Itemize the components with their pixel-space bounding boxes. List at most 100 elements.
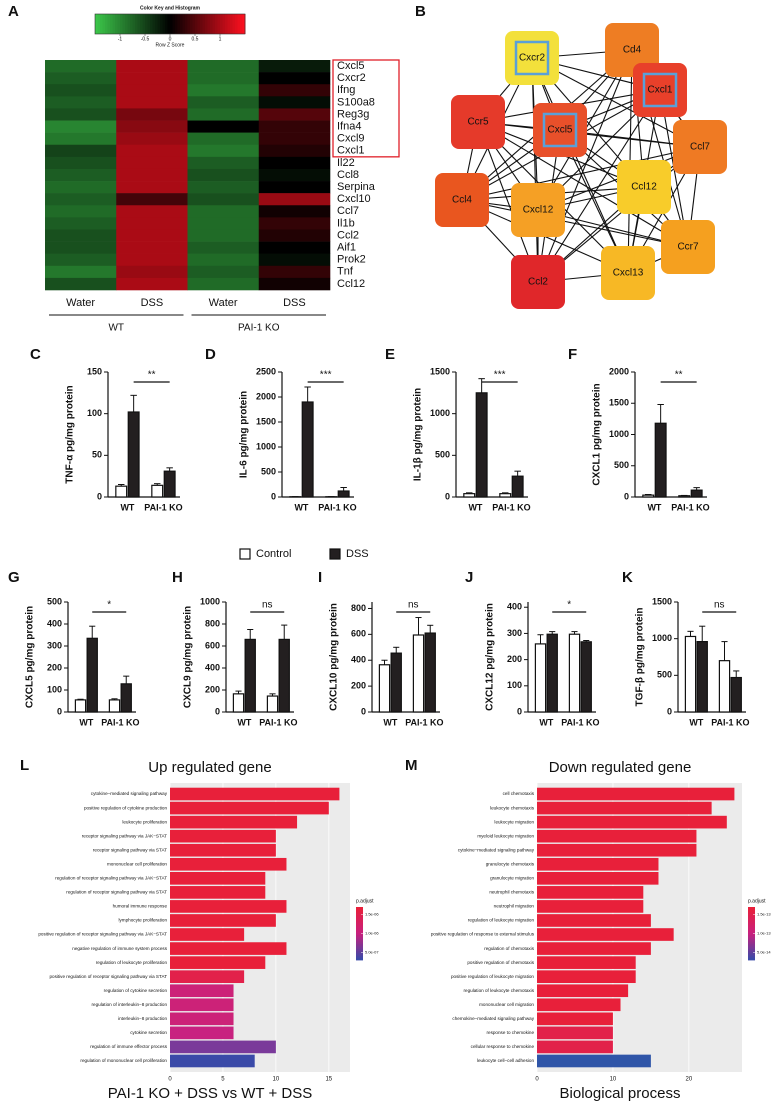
bar	[74, 699, 87, 713]
category-label: lymphocyte proliferation	[118, 918, 167, 923]
y-tick-label: 100	[87, 408, 102, 418]
heatmap-cell	[116, 120, 188, 133]
node-label: Cxcl12	[523, 205, 554, 216]
panel-letter: M	[405, 757, 418, 774]
gene-label: Ccl2	[337, 229, 359, 241]
category-label: positive regulation of cytokine producti…	[84, 805, 167, 810]
color-key-swatch	[160, 14, 163, 34]
colorbar-swatch	[748, 929, 755, 933]
gene-label: Tnf	[337, 266, 354, 278]
heatmap-cell	[116, 241, 188, 254]
colorbar-swatch	[748, 915, 755, 918]
colorbar-swatch	[748, 947, 755, 950]
bar	[537, 984, 629, 998]
x-tick-label: PAI-1 KO	[101, 717, 139, 727]
heatmap-cell	[116, 253, 188, 267]
colorbar-swatch	[356, 947, 363, 950]
panel-letter: G	[8, 569, 20, 586]
x-tick-label: PAI-1 KO	[318, 502, 356, 512]
bar	[696, 640, 708, 713]
bar	[537, 886, 644, 899]
bar	[730, 676, 742, 713]
category-label: humoral immune response	[113, 904, 168, 909]
y-tick-label: 800	[351, 603, 366, 613]
color-key-swatch	[192, 14, 196, 34]
significance-label: ns	[408, 600, 419, 611]
chart-title: Up regulated gene	[148, 759, 271, 776]
network-node	[435, 173, 489, 227]
category-label: receptor signaling pathway via JAK−STAT	[82, 833, 167, 838]
heatmap-cell	[258, 241, 331, 254]
heatmap-cell	[116, 84, 188, 97]
colorbar-swatch	[748, 922, 755, 926]
y-tick-label: 1500	[609, 398, 629, 408]
column-label: Water	[209, 297, 238, 309]
color-key-swatch	[122, 14, 126, 34]
bar	[266, 695, 279, 713]
bar	[654, 422, 667, 498]
x-tick-label: WT	[468, 502, 482, 512]
heatmap-cell	[45, 144, 117, 158]
bar	[537, 928, 674, 941]
x-tick-label: PAI-1 KO	[711, 717, 749, 727]
colorbar-swatch	[748, 938, 755, 941]
x-tick-label: PAI-1 KO	[561, 717, 599, 727]
heatmap-cell	[45, 229, 117, 242]
color-key-swatch	[117, 14, 121, 34]
gene-label: Aif1	[337, 242, 356, 254]
bar	[537, 998, 621, 1012]
legend-label: DSS	[346, 548, 369, 560]
node-label: Ccl7	[690, 142, 710, 153]
bar	[537, 801, 712, 815]
colorbar-swatch	[356, 928, 363, 931]
node-label: Ccr7	[677, 242, 699, 253]
colorbar-swatch	[748, 921, 755, 924]
category-label: positive regulation of receptor signalin…	[38, 932, 167, 937]
color-key-swatch	[125, 14, 128, 34]
bar	[244, 638, 256, 713]
chart-caption: Biological process	[560, 1085, 681, 1102]
bar	[163, 470, 176, 498]
colorbar-swatch	[356, 922, 363, 926]
y-tick-label: 300	[507, 628, 522, 638]
network-node	[617, 160, 671, 214]
x-tick-label: PAI-1 KO	[492, 502, 530, 512]
gene-label: Reg3g	[337, 108, 369, 120]
color-key-swatch	[147, 14, 151, 34]
heatmap-cell	[45, 181, 117, 194]
colorbar-swatch	[356, 907, 363, 910]
color-key-swatch	[112, 14, 116, 34]
y-axis-label: IL-1β pg/mg protein	[413, 388, 424, 481]
bar	[170, 928, 245, 941]
category-label: response to chemokine	[487, 1030, 535, 1035]
gene-label: S100a8	[337, 96, 375, 108]
x-tick-label: WT	[294, 502, 308, 512]
category-label: regulation of leukocyte chemotaxis	[464, 988, 535, 993]
colorbar-swatch	[356, 937, 363, 940]
colorbar-tick-label: 5.0e-14	[757, 949, 771, 954]
network-edge	[531, 57, 629, 274]
color-key-swatch	[110, 14, 113, 34]
bar	[170, 1026, 234, 1040]
heatmap-cell	[187, 132, 260, 146]
x-tick-label: PAI-1 KO	[144, 502, 182, 512]
gene-label: Cxcl9	[337, 133, 365, 145]
y-tick-label: 50	[92, 450, 102, 460]
heatmap-cell	[45, 265, 117, 279]
bar	[718, 660, 731, 713]
heatmap-cell	[187, 265, 260, 279]
heatmap-cell	[258, 108, 331, 121]
category-label: neutrophil chemotaxis	[489, 890, 534, 895]
network-edge	[531, 57, 539, 283]
bar	[170, 787, 340, 801]
heatmap-cell	[187, 229, 260, 242]
gene-label: Il22	[337, 157, 355, 169]
colorbar-swatch	[748, 949, 755, 952]
bar	[537, 914, 651, 927]
gene-label: Ccl7	[337, 205, 359, 217]
category-label: leukocyte migration	[494, 819, 534, 824]
bar	[115, 485, 128, 498]
x-tick-label: 0	[535, 1077, 539, 1083]
heatmap-cell	[187, 120, 260, 133]
colorbar-swatch	[356, 945, 363, 949]
